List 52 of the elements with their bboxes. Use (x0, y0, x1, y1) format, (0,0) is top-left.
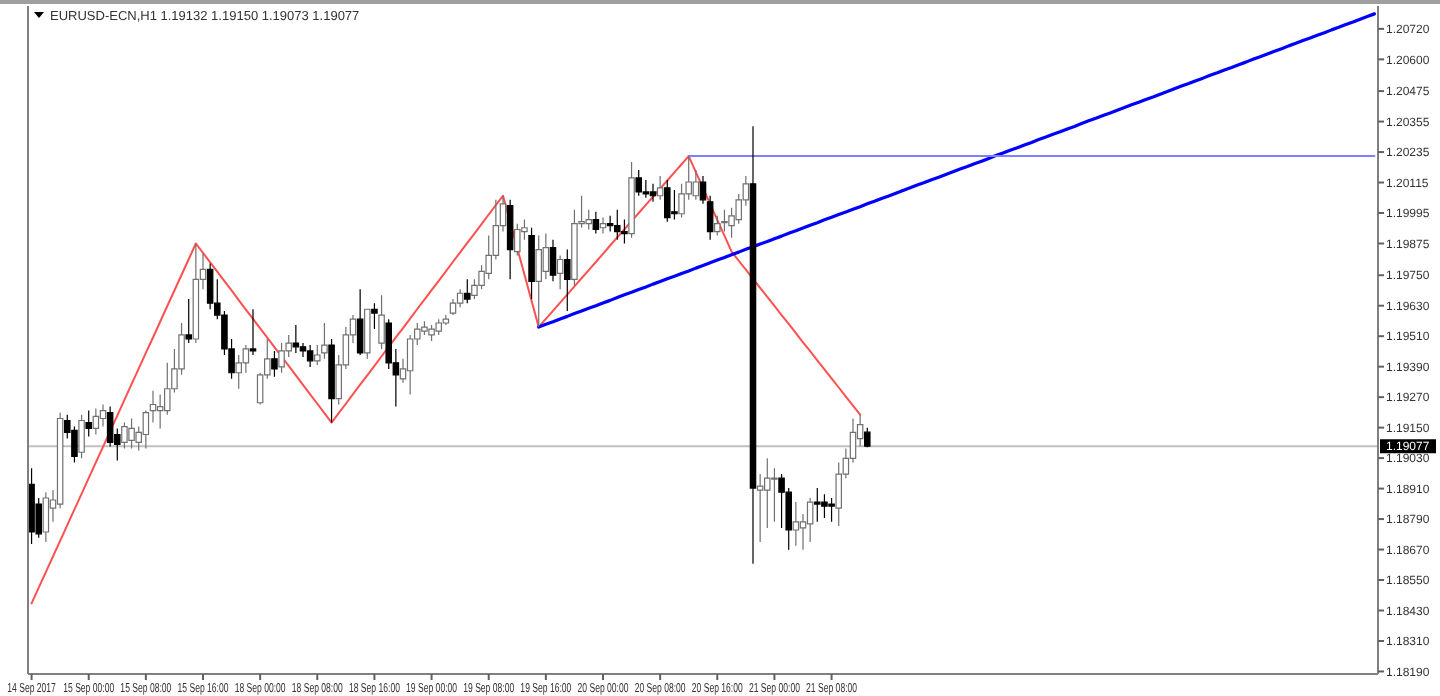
candlestick (635, 169, 642, 197)
candlestick (599, 216, 607, 235)
candlestick (428, 324, 435, 342)
candlestick (614, 209, 621, 241)
candlestick (192, 242, 200, 344)
candlestick (328, 338, 335, 424)
candlestick (464, 278, 471, 304)
candlestick (85, 410, 92, 438)
candlestick (864, 427, 871, 448)
candlestick (378, 294, 385, 350)
candlestick (456, 288, 464, 308)
candlestick (128, 417, 135, 450)
candlestick (656, 175, 664, 201)
candlestick (606, 215, 614, 233)
candlestick (749, 125, 757, 565)
candlestick (821, 493, 828, 519)
candlestick (364, 308, 371, 360)
candlestick (28, 467, 35, 545)
candlestick (535, 235, 542, 328)
candlestick (506, 199, 514, 280)
candlestick (306, 344, 314, 368)
candlestick (628, 161, 635, 239)
candlestick (514, 223, 521, 257)
candlestick (556, 254, 564, 290)
line-series (537, 12, 1377, 329)
candlestick (42, 491, 50, 543)
candlestick (435, 318, 442, 336)
candlestick (806, 497, 814, 543)
candlestick (121, 421, 128, 450)
candlestick (92, 407, 100, 436)
candlestick (371, 302, 378, 330)
candlestick (714, 215, 721, 237)
candlestick (321, 322, 328, 360)
candlestick (592, 211, 600, 235)
candlestick (292, 324, 300, 354)
candlestick (828, 497, 835, 523)
candlestick (278, 342, 285, 374)
candlestick (271, 350, 278, 378)
candlestick (356, 288, 364, 356)
candlestick (78, 414, 85, 459)
line-series (30, 155, 862, 605)
candlestick (249, 308, 257, 356)
candlestick (549, 239, 557, 282)
candlestick (528, 227, 535, 300)
candlestick (814, 487, 821, 523)
candlestick (564, 248, 571, 312)
candlestick (99, 403, 107, 428)
candlestick (792, 501, 800, 547)
candlestick (649, 183, 657, 203)
candlestick (664, 179, 671, 223)
candlestick (185, 298, 192, 344)
candlestick (721, 209, 728, 233)
